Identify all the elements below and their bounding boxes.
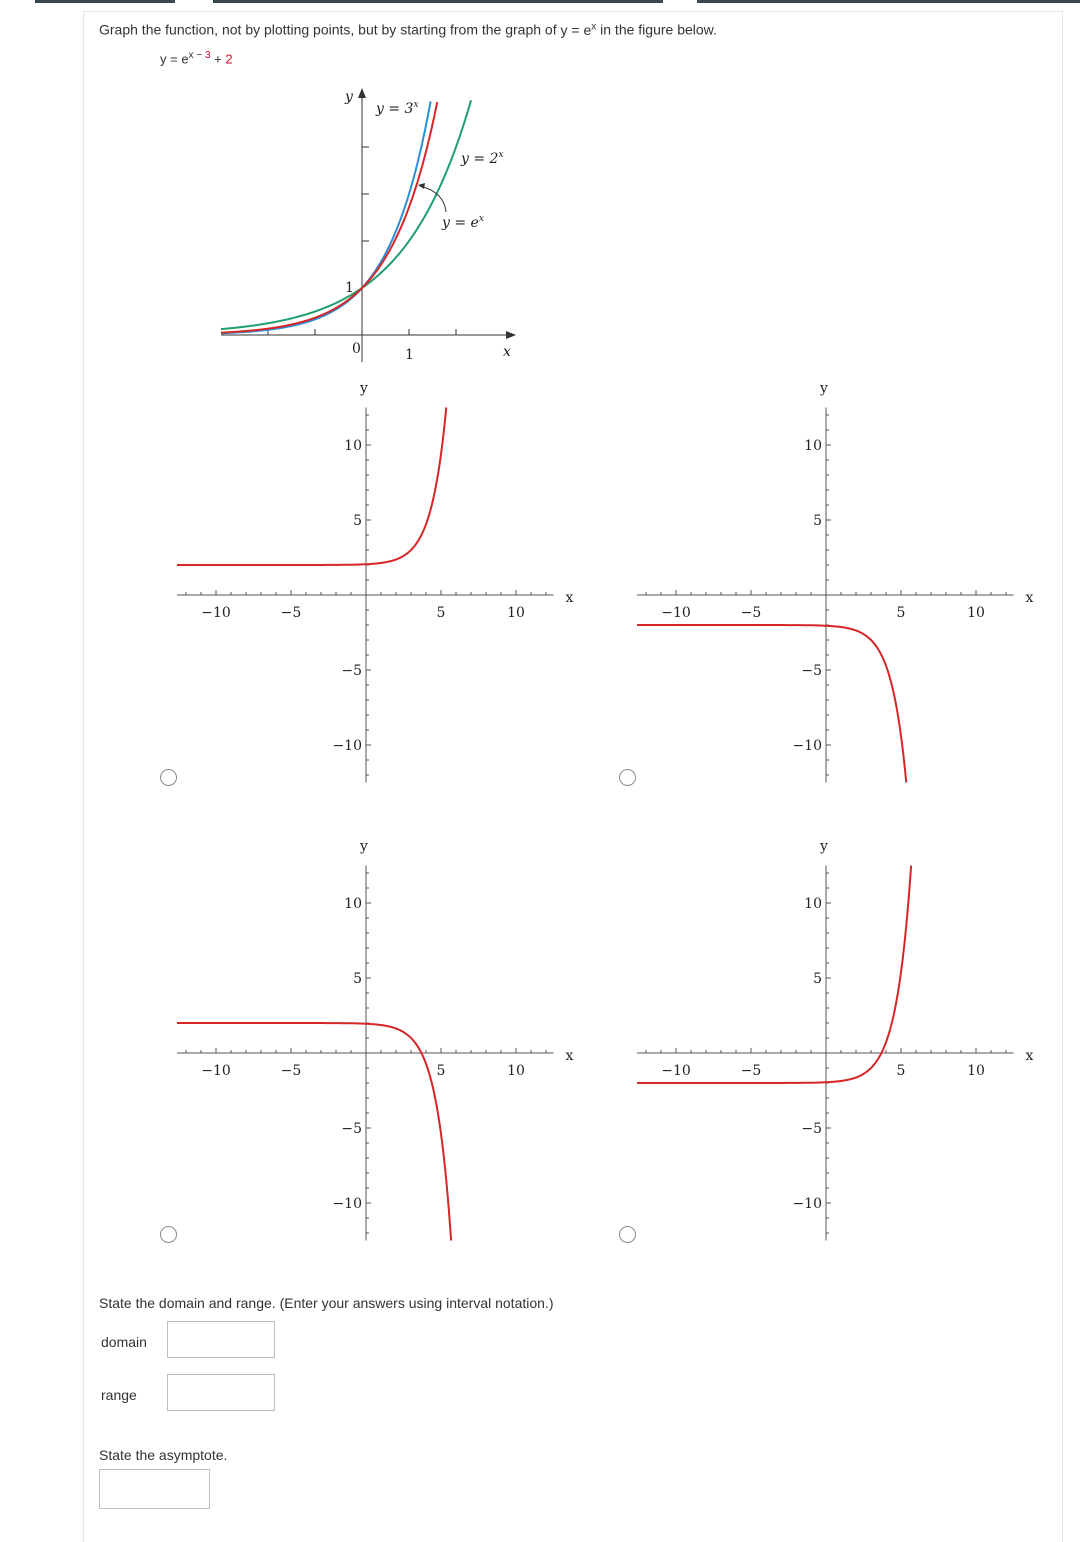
y-axis-arrow — [358, 88, 366, 98]
option-b-radio[interactable] — [619, 769, 636, 786]
option-graph-c: −10 −5 5 10 10 5 −5 −10 x y — [177, 839, 574, 1241]
prompt-text-end: in the figure below. — [600, 21, 717, 38]
y-tick-label: 5 — [813, 971, 822, 987]
prompt-text: Graph the function, not by plotting poin… — [99, 21, 557, 38]
domain-range-instruction: State the domain and range. (Enter your … — [99, 1295, 554, 1311]
x-tick-label: −5 — [281, 605, 302, 621]
prompt-function: y = ex — [560, 21, 597, 38]
y-tick-label: 10 — [804, 438, 822, 454]
x-tick-label: 0 — [352, 341, 361, 357]
y-tick-label: 5 — [813, 513, 822, 529]
function-curve — [637, 624, 908, 783]
y-axis-label: y — [819, 839, 828, 855]
function-curve — [637, 865, 913, 1084]
y-tick-label: −10 — [332, 1196, 362, 1212]
x-tick-label: 10 — [967, 605, 985, 621]
function-curve — [177, 1022, 453, 1241]
curve-3-pow-x — [220, 101, 432, 335]
x-tick-label: 10 — [967, 1063, 985, 1079]
x-axis-label: x — [566, 590, 574, 606]
option-graph-d: −10 −5 5 10 10 5 −5 −10 x y — [637, 839, 1034, 1241]
x-tick-label: 5 — [437, 605, 446, 621]
question-panel — [83, 11, 1063, 1542]
y-axis-label: y — [819, 381, 828, 397]
y-tick-label: −5 — [801, 663, 822, 679]
x-tick-label: 5 — [897, 605, 906, 621]
x-axis-label: x — [1026, 590, 1034, 606]
curve-e-pow-x — [220, 102, 439, 334]
x-axis-label: x — [1026, 1048, 1034, 1064]
y-tick-label: 1 — [345, 280, 354, 296]
x-tick-label: 10 — [507, 605, 525, 621]
y-tick-label: −5 — [801, 1121, 822, 1137]
y-tick-label: 10 — [344, 896, 362, 912]
y-tick-label: 5 — [353, 971, 362, 987]
option-a-radio[interactable] — [160, 769, 177, 786]
top-bar — [0, 0, 1080, 10]
y-tick-label: −5 — [341, 1121, 362, 1137]
y-tick-label: −10 — [332, 738, 362, 754]
option-c-radio[interactable] — [160, 1226, 177, 1243]
curve-2-pow-x — [220, 100, 472, 331]
x-axis-label: x — [566, 1048, 574, 1064]
y-axis-label: y — [359, 381, 368, 397]
y-axis-label: y — [344, 89, 354, 105]
question-prompt: Graph the function, not by plotting poin… — [99, 21, 717, 38]
x-tick-label: −5 — [741, 1063, 762, 1079]
domain-label: domain — [101, 1334, 147, 1350]
range-label: range — [101, 1387, 137, 1403]
x-tick-label: −10 — [201, 1063, 231, 1079]
x-axis-arrow — [506, 331, 516, 339]
x-axis-label: x — [503, 344, 511, 360]
domain-input[interactable] — [167, 1321, 275, 1358]
x-tick-label: −10 — [661, 1063, 691, 1079]
asymptote-instruction: State the asymptote. — [99, 1447, 228, 1463]
x-tick-label: −5 — [281, 1063, 302, 1079]
range-input[interactable] — [167, 1374, 275, 1411]
y-tick-label: −10 — [792, 738, 822, 754]
x-tick-label: 5 — [437, 1063, 446, 1079]
y-tick-label: 5 — [353, 513, 362, 529]
y-axis-label: y — [359, 839, 368, 855]
asymptote-input[interactable] — [99, 1469, 210, 1509]
x-tick-label: −5 — [741, 605, 762, 621]
y-tick-label: −10 — [792, 1196, 822, 1212]
x-tick-label: 5 — [897, 1063, 906, 1079]
option-d-radio[interactable] — [619, 1226, 636, 1243]
option-graph-a: −10 −5 5 10 10 5 −5 −10 x y — [177, 381, 574, 783]
x-tick-label: 10 — [507, 1063, 525, 1079]
x-tick-label: −10 — [661, 605, 691, 621]
target-function: y = ex − 3 + 2 — [160, 50, 233, 67]
series-label: y = 3x — [375, 100, 419, 117]
function-curve — [177, 407, 448, 566]
series-label: y = 2x — [460, 150, 504, 167]
series-label: y = ex — [441, 214, 484, 231]
y-tick-label: −5 — [341, 663, 362, 679]
label-pointer-arrowhead — [418, 183, 425, 189]
y-tick-label: 10 — [344, 438, 362, 454]
x-tick-label: −10 — [201, 605, 231, 621]
y-tick-label: 10 — [804, 896, 822, 912]
option-graph-b: −10 −5 5 10 10 5 −5 −10 x y — [637, 381, 1034, 783]
x-tick-label: 1 — [405, 347, 414, 363]
